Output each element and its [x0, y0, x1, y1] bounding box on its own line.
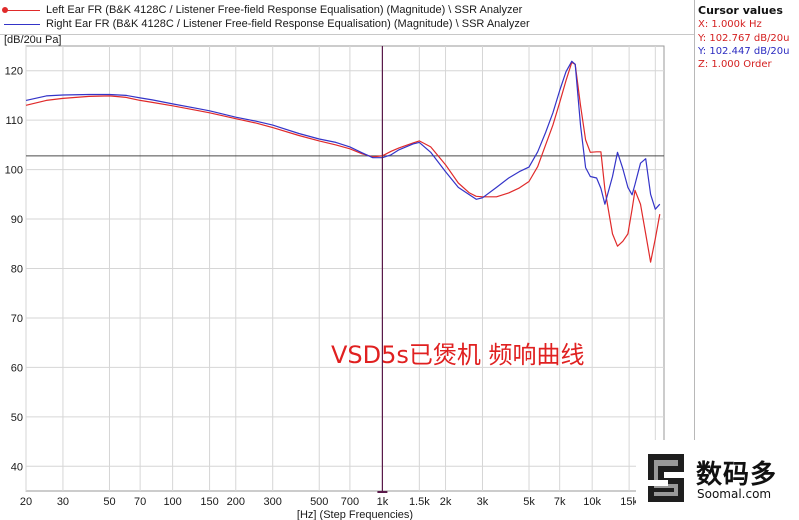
y-tick-label: 70 [11, 313, 23, 325]
chart-annotation: VSD5s已煲机 频响曲线 [331, 341, 585, 369]
chart-canvas[interactable]: 40 50 60 70 80 90 100 110 120 20 30 50 70 100 150 200 30… [0, 0, 694, 520]
y-tick-label: 90 [11, 214, 23, 226]
x-tick-label: 300 [264, 496, 282, 508]
x-tick-label: 50 [103, 496, 115, 508]
cursor-z-value: Z: 1.000 Order [698, 59, 772, 70]
x-tick-label: 200 [227, 496, 245, 508]
x-tick-label: 7k [554, 496, 566, 508]
legend-swatch-right [4, 24, 40, 25]
x-tick-label: 70 [134, 496, 146, 508]
x-tick-label: 3k [477, 496, 489, 508]
watermark-brand: 数码多 [696, 460, 778, 490]
x-tick-label: 5k [523, 496, 535, 508]
soomal-logo-icon [648, 454, 684, 502]
cursor-y-left-value: Y: 102.767 dB/20u [698, 33, 790, 44]
y-tick-label: 50 [11, 412, 23, 424]
series-line-right [25, 60, 661, 210]
x-tick-label: 100 [163, 496, 181, 508]
watermark-url: Soomal.com [697, 487, 772, 501]
x-axis-label: [Hz] (Step Frequencies) [297, 509, 413, 520]
legend: Left Ear FR (B&K 4128C / Listener Free-f… [0, 0, 694, 35]
legend-swatch-left [4, 10, 40, 11]
x-tick-label: 500 [310, 496, 328, 508]
plot-frame: Left Ear FR (B&K 4128C / Listener Free-f… [0, 0, 694, 520]
x-tick-label: 20 [20, 496, 32, 508]
y-axis-label: [dB/20u Pa] [4, 34, 62, 46]
y-tick-label: 60 [11, 362, 23, 374]
x-tick-label: 150 [200, 496, 218, 508]
x-tick-label: 1.5k [409, 496, 430, 508]
x-tick-label: 10k [583, 496, 601, 508]
x-tick-label: 30 [57, 496, 69, 508]
y-tick-label: 80 [11, 264, 23, 276]
cursor-values-panel: Cursor values X: 1.000k Hz Y: 102.767 dB… [694, 0, 799, 440]
y-tick-label: 120 [5, 66, 23, 78]
cursor-x-value: X: 1.000k Hz [698, 19, 762, 30]
cursor-panel-title: Cursor values [698, 4, 783, 17]
series-line-left [25, 61, 661, 263]
cursor-y-right-value: Y: 102.447 dB/20u [698, 46, 790, 57]
legend-label-left: Left Ear FR (B&K 4128C / Listener Free-f… [46, 4, 523, 16]
y-tick-label: 110 [5, 115, 23, 127]
y-tick-label: 100 [5, 165, 23, 177]
legend-marker-left [2, 7, 8, 13]
legend-label-right: Right Ear FR (B&K 4128C / Listener Free-… [46, 18, 530, 30]
y-tick-label: 40 [11, 461, 23, 473]
x-tick-label: 15k [620, 496, 638, 508]
x-tick-label: 1k [377, 496, 389, 508]
x-tick-label: 700 [341, 496, 359, 508]
x-tick-label: 2k [440, 496, 452, 508]
watermark: 数码多 Soomal.com [636, 440, 799, 520]
